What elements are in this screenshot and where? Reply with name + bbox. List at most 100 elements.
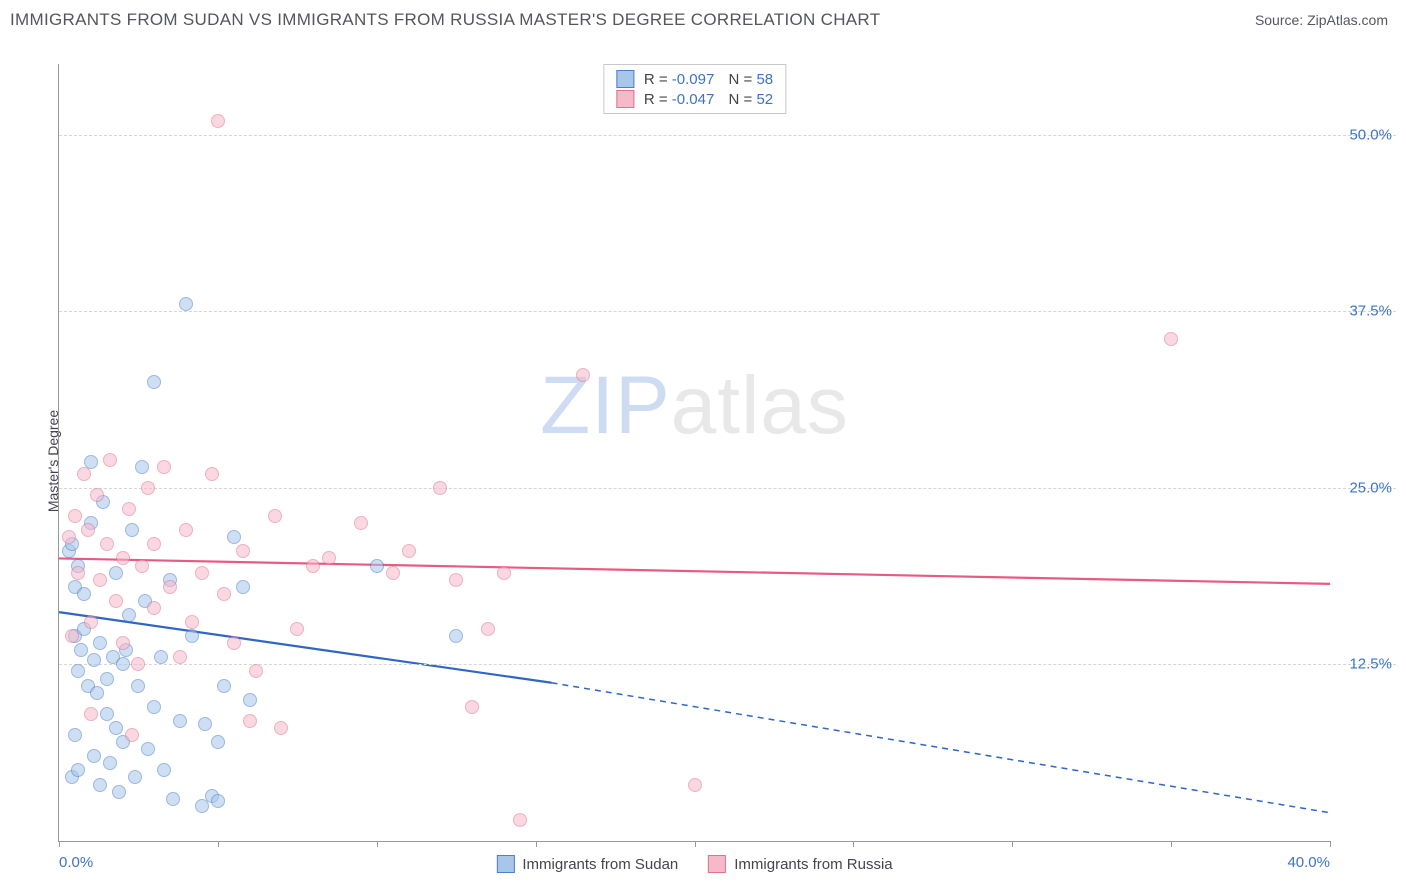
scatter-point-russia — [116, 636, 130, 650]
legend-row-russia: R = -0.047 N = 52 — [616, 89, 773, 109]
scatter-point-russia — [65, 629, 79, 643]
y-tick-label: 12.5% — [1349, 656, 1392, 673]
scatter-point-sudan — [90, 686, 104, 700]
scatter-point-russia — [497, 566, 511, 580]
scatter-point-sudan — [211, 735, 225, 749]
swatch-sudan — [496, 855, 514, 873]
scatter-point-russia — [354, 516, 368, 530]
scatter-point-russia — [465, 700, 479, 714]
n-label: N = 58 — [724, 71, 773, 88]
scatter-point-russia — [68, 509, 82, 523]
scatter-point-russia — [100, 537, 114, 551]
scatter-point-russia — [236, 544, 250, 558]
scatter-point-russia — [274, 721, 288, 735]
x-tick — [377, 841, 378, 847]
scatter-point-sudan — [185, 629, 199, 643]
scatter-point-russia — [185, 615, 199, 629]
scatter-point-sudan — [93, 778, 107, 792]
scatter-point-russia — [103, 453, 117, 467]
x-tick — [853, 841, 854, 847]
source-attribution: Source: ZipAtlas.com — [1255, 12, 1388, 28]
scatter-point-sudan — [135, 460, 149, 474]
scatter-point-russia — [217, 587, 231, 601]
scatter-point-russia — [109, 594, 123, 608]
n-value-sudan: 58 — [756, 71, 773, 88]
regression-line-sudan — [59, 612, 552, 683]
x-tick-label: 0.0% — [59, 854, 93, 871]
chart-title: IMMIGRANTS FROM SUDAN VS IMMIGRANTS FROM… — [10, 10, 880, 30]
scatter-point-russia — [227, 636, 241, 650]
scatter-point-sudan — [147, 700, 161, 714]
scatter-point-russia — [290, 622, 304, 636]
r-label: R = -0.097 — [644, 71, 714, 88]
scatter-point-sudan — [87, 653, 101, 667]
legend-label-russia: Immigrants from Russia — [734, 856, 892, 873]
scatter-point-russia — [71, 566, 85, 580]
scatter-point-russia — [268, 509, 282, 523]
scatter-point-russia — [93, 573, 107, 587]
scatter-point-russia — [205, 467, 219, 481]
legend-item-russia: Immigrants from Russia — [708, 855, 892, 873]
legend-item-sudan: Immigrants from Sudan — [496, 855, 678, 873]
scatter-point-sudan — [109, 721, 123, 735]
legend-series: Immigrants from Sudan Immigrants from Ru… — [496, 855, 892, 873]
scatter-point-sudan — [154, 650, 168, 664]
scatter-point-sudan — [77, 587, 91, 601]
scatter-point-russia — [157, 460, 171, 474]
scatter-point-russia — [90, 488, 104, 502]
scatter-point-russia — [84, 615, 98, 629]
scatter-point-sudan — [93, 636, 107, 650]
x-tick — [218, 841, 219, 847]
y-tick-label: 37.5% — [1349, 303, 1392, 320]
scatter-point-sudan — [128, 770, 142, 784]
grid-line — [59, 135, 1396, 136]
scatter-point-russia — [402, 544, 416, 558]
legend-row-sudan: R = -0.097 N = 58 — [616, 69, 773, 89]
scatter-point-russia — [147, 537, 161, 551]
scatter-point-russia — [576, 368, 590, 382]
scatter-point-russia — [1164, 332, 1178, 346]
scatter-point-sudan — [125, 523, 139, 537]
scatter-point-sudan — [179, 297, 193, 311]
swatch-russia — [708, 855, 726, 873]
scatter-point-russia — [81, 523, 95, 537]
scatter-point-russia — [449, 573, 463, 587]
scatter-point-russia — [131, 657, 145, 671]
x-tick — [59, 841, 60, 847]
scatter-point-russia — [135, 559, 149, 573]
scatter-point-sudan — [87, 749, 101, 763]
scatter-point-russia — [116, 551, 130, 565]
scatter-point-sudan — [112, 785, 126, 799]
scatter-point-russia — [122, 502, 136, 516]
scatter-point-sudan — [131, 679, 145, 693]
scatter-point-sudan — [122, 608, 136, 622]
watermark-zip: ZIP — [540, 360, 671, 451]
scatter-point-russia — [62, 530, 76, 544]
scatter-point-sudan — [141, 742, 155, 756]
scatter-point-russia — [141, 481, 155, 495]
scatter-point-sudan — [157, 763, 171, 777]
r-value-russia: -0.047 — [672, 91, 715, 108]
scatter-point-russia — [306, 559, 320, 573]
x-tick — [1330, 841, 1331, 847]
scatter-point-russia — [77, 467, 91, 481]
scatter-point-sudan — [166, 792, 180, 806]
scatter-point-sudan — [198, 717, 212, 731]
scatter-point-russia — [195, 566, 209, 580]
regression-line-russia — [59, 558, 1330, 583]
scatter-point-russia — [513, 813, 527, 827]
scatter-point-sudan — [71, 763, 85, 777]
grid-line — [59, 311, 1396, 312]
scatter-point-russia — [249, 664, 263, 678]
swatch-russia — [616, 90, 634, 108]
x-tick — [1012, 841, 1013, 847]
chart-container: Master's Degree ZIPatlas R = -0.097 N = … — [10, 40, 1396, 882]
scatter-point-russia — [84, 707, 98, 721]
scatter-point-sudan — [243, 693, 257, 707]
scatter-point-russia — [125, 728, 139, 742]
n-value-russia: 52 — [756, 91, 773, 108]
r-label: R = -0.047 — [644, 91, 714, 108]
watermark-atlas: atlas — [671, 360, 849, 451]
scatter-point-sudan — [227, 530, 241, 544]
scatter-point-russia — [322, 551, 336, 565]
